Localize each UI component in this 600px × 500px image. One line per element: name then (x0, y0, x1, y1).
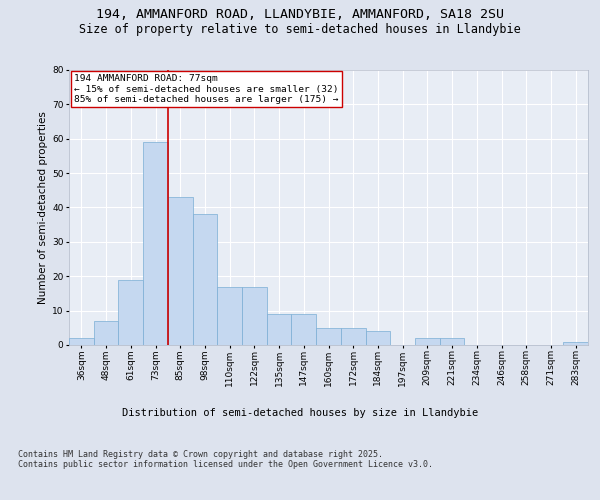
Bar (69, 338, 94, 345)
Text: 194 AMMANFORD ROAD: 77sqm
← 15% of semi-detached houses are smaller (32)
85% of : 194 AMMANFORD ROAD: 77sqm ← 15% of semi-… (74, 74, 338, 104)
Text: Size of property relative to semi-detached houses in Llandybie: Size of property relative to semi-detach… (79, 22, 521, 36)
Text: 194, AMMANFORD ROAD, LLANDYBIE, AMMANFORD, SA18 2SU: 194, AMMANFORD ROAD, LLANDYBIE, AMMANFOR… (96, 8, 504, 20)
Bar (365, 331, 390, 345)
Bar (242, 286, 267, 345)
Bar (143, 142, 168, 345)
Text: Distribution of semi-detached houses by size in Llandybie: Distribution of semi-detached houses by … (122, 408, 478, 418)
Bar (94, 321, 118, 345)
Y-axis label: Number of semi-detached properties: Number of semi-detached properties (38, 111, 48, 304)
Bar (267, 314, 292, 345)
Bar (563, 342, 588, 345)
Bar (193, 214, 217, 345)
Bar (168, 197, 193, 345)
Bar (415, 338, 440, 345)
Bar (292, 314, 316, 345)
Bar (118, 280, 143, 345)
Bar (440, 338, 464, 345)
Bar (316, 328, 341, 345)
Bar (341, 328, 365, 345)
Text: Contains HM Land Registry data © Crown copyright and database right 2025.
Contai: Contains HM Land Registry data © Crown c… (18, 450, 433, 469)
Bar (217, 286, 242, 345)
